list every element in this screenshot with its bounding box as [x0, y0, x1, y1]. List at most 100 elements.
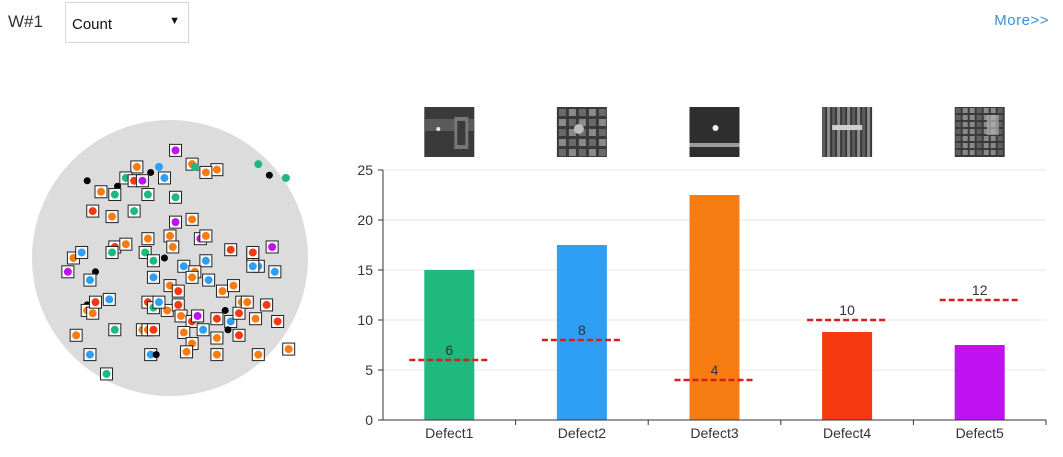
wafer-defect-point[interactable]	[160, 254, 168, 262]
wafer-defect-point[interactable]	[121, 240, 130, 249]
bar-defect3[interactable]	[689, 195, 740, 420]
wafer-defect-point[interactable]	[273, 317, 282, 326]
wafer-defect-point[interactable]	[204, 276, 213, 285]
wafer-defect-point[interactable]	[235, 309, 243, 318]
wafer-defect-point[interactable]	[284, 345, 293, 354]
bar-defect1[interactable]	[424, 270, 475, 420]
wafer-defect-point[interactable]	[171, 146, 180, 155]
wafer-defect-point[interactable]	[168, 242, 177, 251]
wafer-defect-point[interactable]	[221, 306, 229, 314]
wafer-defect-point[interactable]	[179, 262, 188, 271]
wafer-defect-point[interactable]	[102, 369, 111, 378]
wafer-defect-point[interactable]	[212, 165, 221, 174]
wafer-defect-point[interactable]	[143, 234, 152, 243]
y-tick-label: 5	[365, 362, 373, 378]
defect3-sem-image[interactable]	[689, 107, 740, 157]
wafer-defect-point[interactable]	[85, 276, 94, 285]
wafer-defect-point[interactable]	[254, 350, 263, 359]
threshold-label: 10	[839, 302, 855, 318]
wafer-defect-point[interactable]	[243, 298, 252, 307]
wafer-defect-point[interactable]	[188, 273, 197, 282]
wafer-defect-point[interactable]	[265, 171, 273, 179]
wafer-defect-point[interactable]	[224, 326, 232, 334]
wafer-defect-point[interactable]	[182, 347, 191, 356]
wafer-defect-point[interactable]	[171, 193, 180, 202]
wafer-defect-point[interactable]	[270, 267, 279, 276]
bar-defect2[interactable]	[556, 245, 607, 420]
wafer-defect-point[interactable]	[201, 168, 210, 177]
wafer-defect-point[interactable]	[262, 300, 271, 309]
wafer-defect-point[interactable]	[114, 182, 122, 190]
wafer-defect-point[interactable]	[143, 190, 152, 199]
wafer-defect-point[interactable]	[188, 215, 197, 224]
wafer-defect-point[interactable]	[254, 160, 263, 169]
y-tick-label: 20	[357, 212, 373, 228]
wafer-defect-point[interactable]	[251, 314, 260, 323]
wafer-defect-point[interactable]	[212, 334, 221, 343]
wafer-defect-point[interactable]	[229, 281, 238, 290]
wafer-defect-point[interactable]	[91, 268, 99, 276]
wafer-defect-point[interactable]	[218, 287, 227, 296]
wafer-defect-point[interactable]	[72, 331, 81, 340]
wafer-defect-point[interactable]	[108, 248, 117, 257]
y-tick-label: 25	[357, 162, 373, 178]
defect4-sem-image[interactable]	[822, 107, 873, 157]
bar-defect4[interactable]	[822, 332, 873, 420]
wafer-defect-point[interactable]	[91, 298, 100, 307]
wafer-defect-point[interactable]	[160, 173, 169, 182]
wafer-defect-point[interactable]	[166, 231, 174, 240]
wafer-defect-point[interactable]	[201, 231, 210, 240]
wafer-defect-point[interactable]	[174, 287, 183, 296]
x-tick-label: Defect5	[956, 425, 1004, 441]
threshold-label: 6	[445, 342, 453, 358]
wafer-defect-point[interactable]	[281, 173, 290, 182]
wafer-defect-point[interactable]	[201, 256, 210, 265]
bar-defect5[interactable]	[954, 345, 1005, 420]
more-link[interactable]: More>>	[994, 12, 1049, 29]
wafer-defect-point[interactable]	[105, 295, 114, 304]
wafer-defect-point[interactable]	[174, 300, 183, 309]
wafer-defect-point[interactable]	[147, 168, 155, 176]
wafer-defect-point[interactable]	[268, 242, 277, 251]
wafer-defect-point[interactable]	[149, 256, 158, 265]
wafer-defect-point[interactable]	[154, 298, 163, 307]
threshold-label: 8	[578, 322, 586, 338]
wafer-defect-point[interactable]	[248, 262, 257, 271]
wafer-defect-point[interactable]	[248, 248, 257, 257]
wafer-defect-point[interactable]	[146, 350, 155, 359]
wafer-defect-point[interactable]	[108, 212, 117, 221]
wafer-defect-point[interactable]	[190, 162, 199, 171]
wafer-defect-point[interactable]	[154, 162, 163, 171]
metric-select[interactable]: Count ▼	[65, 2, 189, 43]
wafer-defect-point[interactable]	[171, 218, 180, 227]
wafer-defect-point[interactable]	[138, 176, 147, 185]
wafer-defect-point[interactable]	[179, 328, 188, 337]
defect2-sem-image[interactable]	[556, 107, 607, 157]
defect1-sem-image[interactable]	[424, 107, 475, 157]
wafer-defect-point[interactable]	[212, 314, 221, 323]
wafer-defect-point[interactable]	[130, 207, 139, 216]
x-tick-label: Defect3	[690, 425, 738, 441]
wafer-defect-point[interactable]	[85, 350, 94, 359]
wafer-defect-point[interactable]	[177, 311, 186, 320]
wafer-defect-point[interactable]	[235, 331, 243, 340]
wafer-defect-point[interactable]	[193, 311, 202, 320]
wafer-defect-point[interactable]	[132, 162, 141, 171]
defect5-sem-image[interactable]	[954, 107, 1005, 157]
wafer-defect-point[interactable]	[110, 325, 119, 334]
wafer-defect-point[interactable]	[88, 207, 97, 216]
wafer-defect-point[interactable]	[149, 325, 158, 334]
wafer-defect-point[interactable]	[199, 325, 208, 334]
wafer-defect-point[interactable]	[226, 245, 235, 254]
x-tick-label: Defect4	[823, 425, 871, 441]
wafer-defect-point[interactable]	[152, 351, 160, 359]
wafer-defect-point[interactable]	[77, 248, 86, 257]
wafer-defect-point[interactable]	[110, 190, 119, 199]
wafer-defect-point[interactable]	[212, 350, 221, 359]
wafer-defect-point[interactable]	[149, 273, 158, 282]
wafer-defect-point[interactable]	[88, 309, 97, 318]
wafer-defect-point[interactable]	[63, 267, 72, 276]
wafer-defect-point[interactable]	[83, 177, 91, 185]
wafer-defect-point[interactable]	[97, 187, 105, 196]
